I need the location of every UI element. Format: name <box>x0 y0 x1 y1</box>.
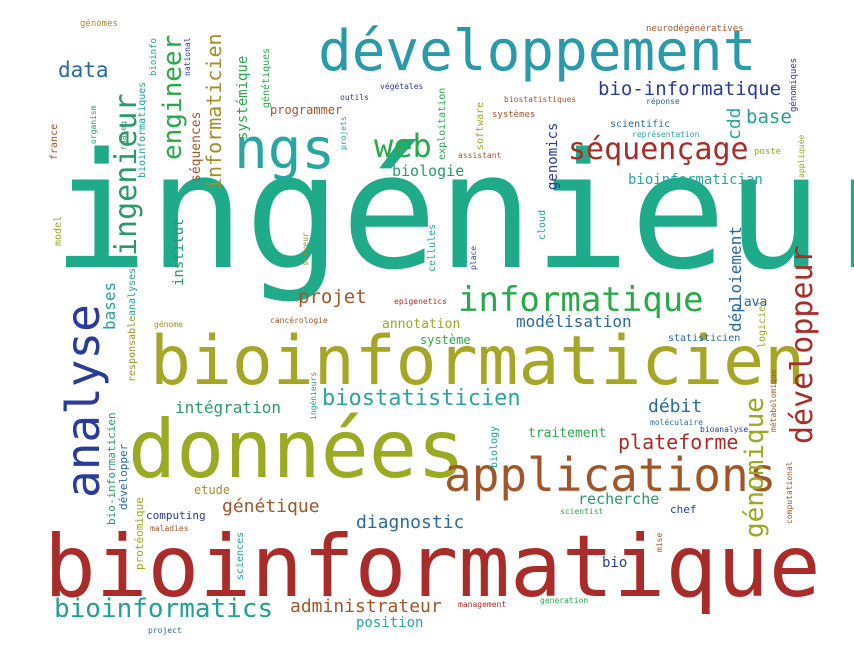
cloud-word: développeur <box>785 245 820 444</box>
cloud-word: programmer <box>270 103 343 117</box>
cloud-word: organism <box>89 105 98 144</box>
cloud-word: epigenetics <box>394 297 447 306</box>
cloud-word: débit <box>648 396 703 417</box>
cloud-word: data <box>58 58 109 82</box>
cloud-word: cloud <box>537 209 548 240</box>
cloud-word: cdd <box>724 107 745 140</box>
cloud-word: logiciel <box>757 299 768 348</box>
cloud-word: biology <box>489 425 500 468</box>
cloud-word: séquençage <box>568 132 749 167</box>
cloud-word: computing <box>146 509 206 522</box>
cloud-word: software <box>475 101 486 150</box>
cloud-word: outils <box>340 93 369 102</box>
cloud-word: applications <box>444 448 777 502</box>
cloud-word: réponse <box>646 97 680 106</box>
cloud-word: intégration <box>175 398 281 417</box>
cloud-word: scientific <box>610 119 671 130</box>
cloud-word: informatique <box>458 280 704 320</box>
cloud-word: génétique <box>222 496 320 517</box>
cloud-word: model <box>53 215 64 246</box>
cloud-word: données <box>128 403 466 496</box>
cloud-word: recherche <box>578 490 660 508</box>
cloud-word: plateforme <box>618 430 739 454</box>
cloud-word: bioinformatiques <box>137 81 148 178</box>
cloud-word: rnaseq <box>119 121 128 150</box>
cloud-word: chef <box>670 503 697 516</box>
cloud-word: développement <box>318 19 757 84</box>
cloud-word: etude <box>194 483 231 497</box>
cloud-word: cellules <box>427 223 438 272</box>
cloud-word: informaticien <box>202 33 226 190</box>
cloud-word: ingénieurs <box>309 371 318 420</box>
cloud-word: appliquée <box>797 134 806 178</box>
cloud-word: génomiques <box>789 57 799 112</box>
cloud-word: assistant <box>458 151 502 160</box>
cloud-word: bioinformatique <box>44 517 821 617</box>
cloud-word: bio-informatique <box>598 78 782 100</box>
cloud-word: ngs <box>234 117 336 182</box>
cloud-word: statisticien <box>668 333 741 344</box>
cloud-word: bases <box>100 281 119 330</box>
cloud-word: protéomique <box>133 497 146 570</box>
cloud-word: biostatisticien <box>322 386 521 411</box>
cloud-word: projet <box>298 286 367 308</box>
cloud-word: france <box>49 123 60 160</box>
cloud-word: maladies <box>150 524 189 533</box>
cloud-word: generation <box>540 596 589 605</box>
cloud-word: systémique <box>235 55 251 140</box>
cloud-word: place <box>469 245 478 270</box>
cloud-word: analyses <box>127 267 138 316</box>
cloud-word: déploiement <box>726 226 745 332</box>
cloud-word: métabolomique <box>769 369 778 432</box>
cloud-word: web <box>374 127 432 165</box>
cloud-word: administrateur <box>290 596 442 617</box>
cloud-word: biostatistiques <box>504 95 577 104</box>
cloud-word: national <box>183 37 192 76</box>
cloud-word: modélisation <box>516 312 632 331</box>
cloud-word: poste <box>754 147 782 157</box>
cloud-word: java <box>736 295 768 310</box>
cloud-word: diagnostic <box>356 512 465 533</box>
cloud-word: management <box>458 600 507 609</box>
cloud-word: système <box>420 333 471 347</box>
cloud-word: bioanalyse <box>700 425 749 434</box>
cloud-word: traitement <box>528 426 607 441</box>
cloud-word: scientist <box>560 507 604 516</box>
cloud-word: génomique <box>740 397 770 538</box>
cloud-word: représentation <box>632 130 700 139</box>
cloud-word: position <box>356 615 424 631</box>
cloud-word: projets <box>339 116 348 150</box>
cloud-word: responsable <box>127 315 138 382</box>
cloud-word: biologie <box>392 162 465 180</box>
cloud-word: développer <box>117 443 130 510</box>
cloud-word: ingénieur <box>52 118 854 305</box>
cloud-word: project <box>148 626 182 635</box>
cloud-word: serveur <box>301 232 310 266</box>
cloud-word: sciences <box>235 531 246 580</box>
cloud-word: analyse <box>56 304 110 498</box>
cloud-word: cancérologie <box>270 316 328 325</box>
cloud-word: génétiques <box>261 47 272 108</box>
cloud-word: genomics <box>545 122 561 190</box>
cloud-word: institut <box>171 218 187 286</box>
cloud-word: bioinfo <box>149 38 159 76</box>
cloud-word: base <box>746 106 792 128</box>
cloud-word: neurodégénératives <box>646 24 744 34</box>
cloud-word: séquences <box>189 111 204 182</box>
cloud-word: génomes <box>80 19 118 29</box>
cloud-word: bio <box>602 555 628 571</box>
cloud-word: génome <box>154 320 183 329</box>
cloud-word: computational <box>785 461 794 524</box>
cloud-word: bioinformaticien <box>150 322 806 401</box>
cloud-word: végétales <box>380 82 424 91</box>
cloud-word: bioinformatics <box>54 594 274 624</box>
cloud-word: moléculaire <box>650 418 703 427</box>
cloud-word: bioinformatician <box>628 172 763 188</box>
cloud-word: mise <box>655 532 664 552</box>
cloud-word: bio-informaticien <box>105 412 118 525</box>
cloud-word: systèmes <box>492 110 536 120</box>
cloud-word: annotation <box>382 317 461 332</box>
cloud-word: exploitation <box>437 87 448 160</box>
